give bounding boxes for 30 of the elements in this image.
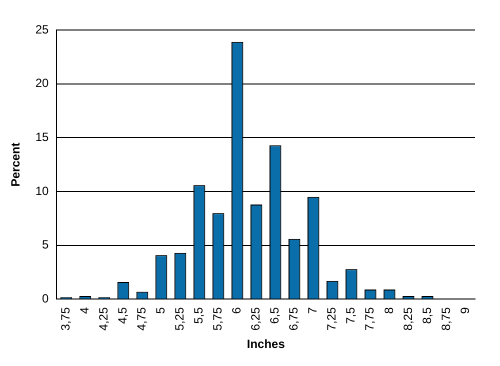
x-tick-label: 4 — [78, 306, 92, 314]
x-tick-label: 7,25 — [324, 306, 339, 331]
x-tick-label: 5 — [154, 306, 168, 314]
y-tick-label: 10 — [35, 184, 50, 198]
x-tick-label: 6,25 — [248, 306, 263, 331]
x-tick-label: 7 — [306, 306, 320, 314]
x-tick-label: 8 — [382, 306, 396, 314]
x-tick-label: 5,75 — [210, 306, 225, 331]
x-tick-label: 6,5 — [268, 306, 282, 324]
x-tick-label: 4,5 — [116, 306, 130, 324]
y-tick-label: 5 — [42, 238, 50, 252]
x-tick-label: 8,75 — [438, 306, 453, 331]
y-tick-label: 25 — [35, 22, 50, 36]
x-tick-label: 8,25 — [400, 306, 415, 331]
x-tick-label: 6,75 — [286, 306, 301, 331]
y-tick-label: 20 — [35, 76, 50, 90]
y-tick-label: 15 — [35, 130, 50, 144]
x-tick-label: 5,25 — [172, 306, 187, 331]
x-tick-label: 3,75 — [58, 306, 73, 331]
x-tick-label: 4,75 — [134, 306, 149, 331]
x-tick-label: 5,5 — [192, 306, 206, 324]
x-tick-label: 9 — [458, 306, 472, 314]
x-tick-label: 8,5 — [420, 306, 434, 324]
x-tick-label: 6 — [230, 306, 244, 314]
x-axis-title: Inches — [246, 337, 286, 352]
x-tick-label: 7,5 — [344, 306, 358, 324]
y-tick-label: 0 — [42, 292, 50, 306]
y-axis-title: Percent — [8, 142, 23, 187]
x-tick-label: 4,25 — [96, 306, 111, 331]
x-tick-label: 7,75 — [362, 306, 377, 331]
